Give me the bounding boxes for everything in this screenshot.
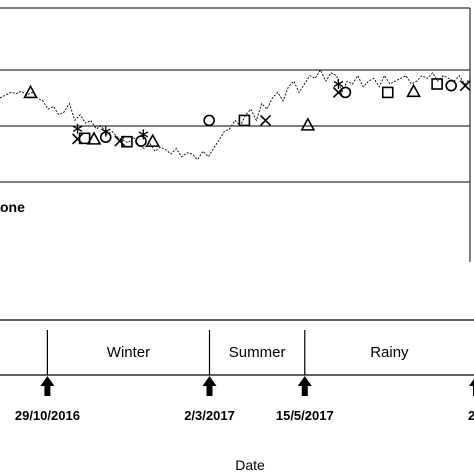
date-label-2: 2/3/2017	[184, 408, 235, 423]
marker-triangle-21	[406, 83, 421, 98]
marker-circle-13	[203, 114, 215, 127]
marker-square-20	[381, 86, 394, 99]
date-label-4: 2	[468, 408, 474, 423]
date-arrow-1	[40, 376, 55, 396]
marker-circle-19	[339, 86, 352, 99]
x-axis-title: Date	[235, 457, 265, 473]
season-label-4: Rainy	[370, 344, 409, 361]
date-label-3: 15/5/2017	[276, 408, 334, 423]
marker-circle-7	[99, 131, 112, 143]
reference-lines	[0, 69, 470, 183]
marker-asterisk-2	[72, 123, 83, 134]
date-arrow-4	[469, 378, 474, 396]
season-label-2: Winter	[107, 344, 150, 361]
marker-x-8	[114, 135, 126, 147]
marker-triangle-12	[145, 133, 161, 147]
marker-square-4	[78, 132, 91, 145]
season-label-3: Summer	[229, 344, 286, 361]
marker-triangle-5	[86, 131, 102, 145]
series-partial-label: one	[0, 199, 25, 215]
series-group	[0, 69, 471, 161]
marker-square-14	[238, 114, 251, 127]
date-arrow-3	[297, 376, 312, 396]
season-timeline: Winter Summer Rainy	[0, 319, 474, 376]
date-label-1: 29/10/2016	[15, 408, 80, 423]
marker-triangle-16	[300, 117, 316, 131]
marker-square-22	[431, 78, 443, 90]
plot-frame	[0, 7, 471, 262]
marker-x-24	[459, 80, 471, 92]
date-marks: 29/10/2016 2/3/2017 15/5/2017 2	[15, 376, 474, 423]
marker-asterisk-17	[333, 79, 344, 89]
marker-square-9	[121, 135, 133, 148]
marker-triangle-1	[23, 84, 38, 99]
date-arrow-2	[202, 376, 217, 396]
marker-circle-11	[135, 135, 147, 147]
marker-asterisk-10	[138, 129, 149, 140]
marker-circle-23	[445, 79, 458, 92]
marker-x-15	[259, 114, 272, 126]
series-line-1	[0, 69, 471, 161]
markers-group	[23, 78, 471, 148]
marker-x-3	[71, 133, 84, 145]
